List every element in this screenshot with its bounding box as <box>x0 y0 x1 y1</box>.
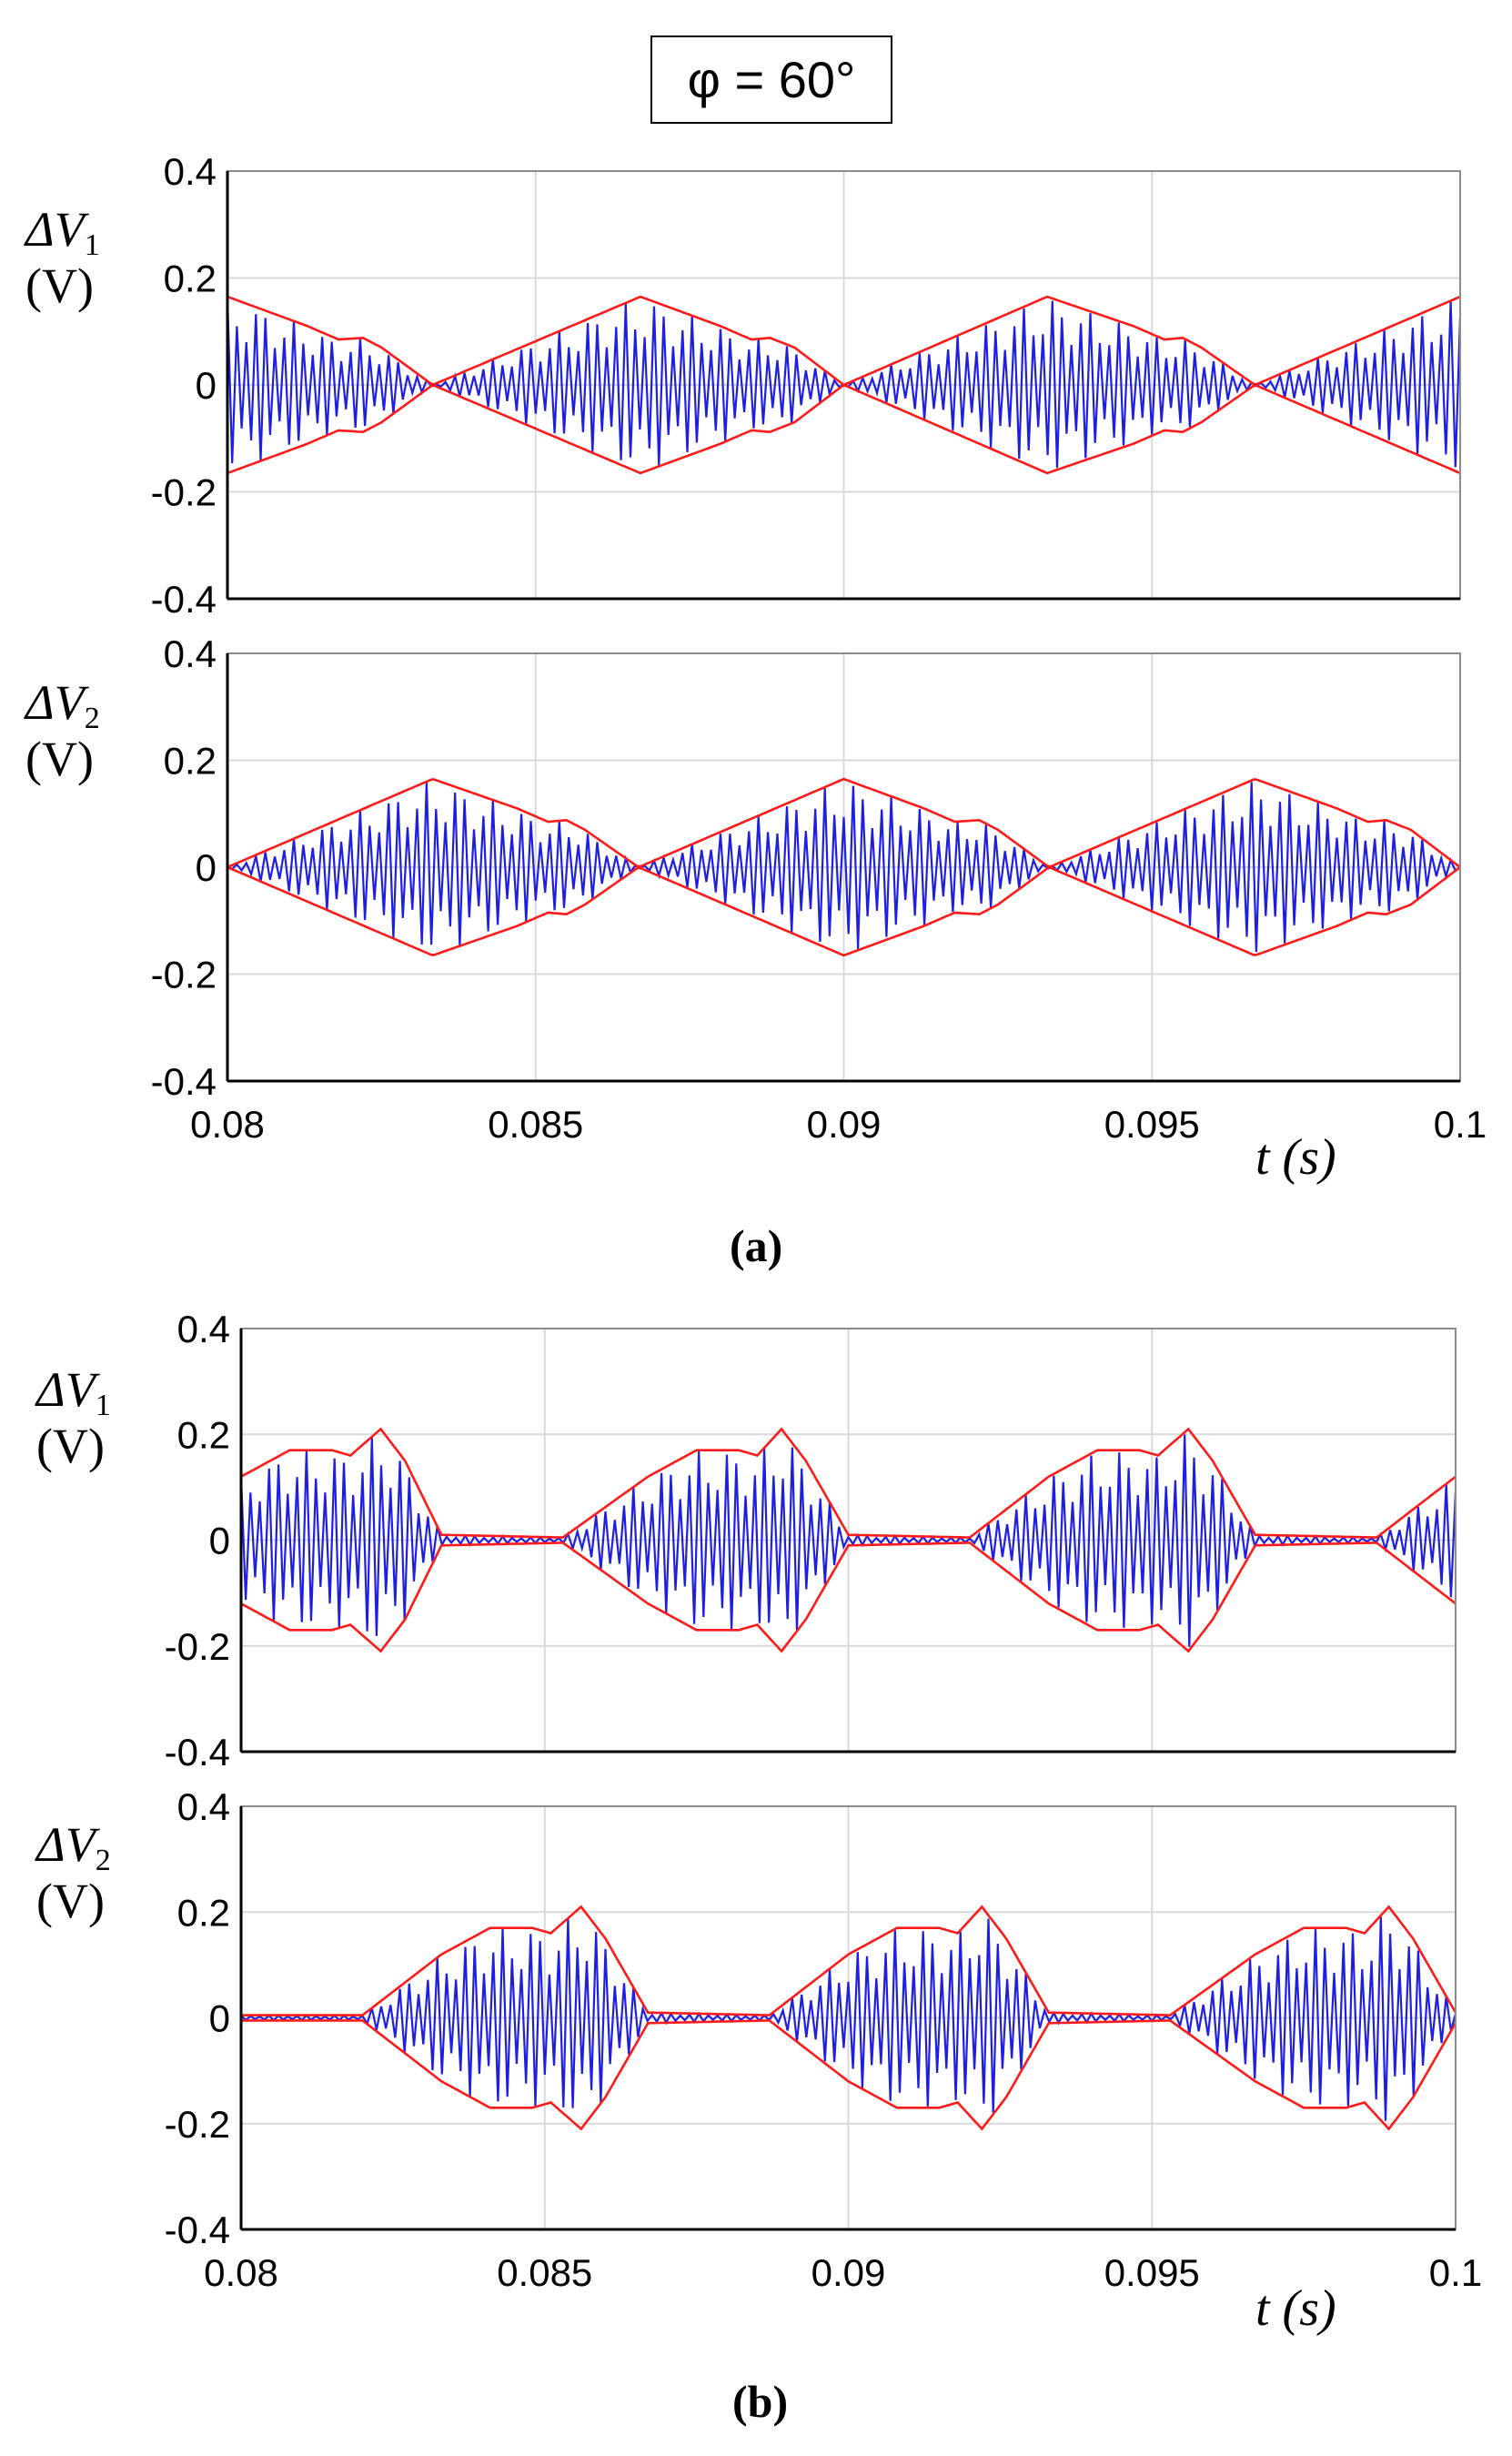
caption-b: (b) <box>732 2375 788 2428</box>
ylabel-b-top-symbol: ΔV <box>36 1362 96 1417</box>
xtick-label-1-4: 0.1 <box>1434 1103 1487 1146</box>
ytick-label-0-2: 0 <box>196 364 217 407</box>
ylabel-a-top-sub: 1 <box>84 228 100 262</box>
envelope-lower-3 <box>241 2019 1457 2131</box>
time-axis-label-a-text: t (s) <box>1255 1129 1336 1186</box>
ylabel-a-bottom-symbol: ΔV <box>25 675 85 730</box>
ytick-label-3-2: 0 <box>209 1997 230 2040</box>
xtick-label-1-0: 0.08 <box>190 1103 265 1146</box>
ytick-label-1-1: 0.2 <box>164 740 217 783</box>
ylabel-a-bottom: ΔV2 (V) <box>25 678 100 783</box>
envelope-upper-1 <box>227 777 1461 869</box>
ytick-label-1-3: -0.2 <box>151 954 217 996</box>
ylabel-b-top-unit: (V) <box>36 1419 105 1473</box>
ylabel-a-bottom-sub: 2 <box>84 702 100 735</box>
ytick-label-2-0: 0.4 <box>177 1308 230 1350</box>
ytick-label-0-3: -0.2 <box>151 471 217 514</box>
signal-line-2 <box>239 1434 1457 1647</box>
xtick-label-3-1: 0.085 <box>497 2251 592 2294</box>
ytick-label-3-0: 0.4 <box>177 1785 230 1828</box>
ytick-label-0-4: -0.4 <box>151 578 217 621</box>
caption-a: (a) <box>730 1219 782 1272</box>
ylabel-a-bottom-unit: (V) <box>25 732 94 786</box>
ytick-label-1-2: 0 <box>196 846 217 889</box>
envelope-lower-2 <box>240 1541 1457 1653</box>
ylabel-a-top: ΔV1 (V) <box>25 205 100 310</box>
ytick-label-0-0: 0.4 <box>164 150 217 193</box>
xtick-label-3-4: 0.1 <box>1429 2251 1482 2294</box>
time-axis-label-b: t (s) <box>1255 2279 1336 2338</box>
ytick-label-3-4: -0.4 <box>165 2208 230 2251</box>
time-axis-label-a: t (s) <box>1255 1128 1336 1187</box>
ytick-label-1-4: -0.4 <box>151 1060 217 1103</box>
ytick-label-2-2: 0 <box>209 1520 230 1562</box>
ytick-label-2-1: 0.2 <box>177 1413 230 1456</box>
ytick-label-2-3: -0.2 <box>165 1625 230 1668</box>
ylabel-a-top-unit: (V) <box>25 258 94 313</box>
signal-line-1 <box>227 782 1461 953</box>
caption-b-text: (b) <box>732 2376 789 2427</box>
xtick-label-3-3: 0.095 <box>1104 2251 1200 2294</box>
caption-a-text: (a) <box>730 1220 783 1271</box>
ylabel-b-bottom-unit: (V) <box>36 1874 105 1928</box>
xtick-label-3-0: 0.08 <box>204 2251 278 2294</box>
xtick-label-1-2: 0.09 <box>807 1103 882 1146</box>
ylabel-b-bottom-symbol: ΔV <box>36 1817 96 1872</box>
ytick-label-2-4: -0.4 <box>165 1731 230 1774</box>
phase-angle-label: φ = 60° <box>650 35 892 124</box>
ytick-label-3-1: 0.2 <box>177 1891 230 1934</box>
time-axis-label-b-text: t (s) <box>1255 2280 1336 2337</box>
ylabel-b-top: ΔV1 (V) <box>36 1365 111 1471</box>
ytick-label-1-0: 0.4 <box>164 632 217 675</box>
ylabel-b-top-sub: 1 <box>95 1389 111 1422</box>
envelope-lower-0 <box>227 383 1461 475</box>
signal-line-3 <box>240 1916 1457 2121</box>
ytick-label-3-3: -0.2 <box>165 2103 230 2146</box>
ylabel-b-bottom: ΔV2 (V) <box>36 1820 111 1925</box>
envelope-lower-1 <box>227 865 1461 957</box>
ylabel-b-bottom-sub: 2 <box>95 1844 111 1877</box>
xtick-label-3-2: 0.09 <box>811 2251 886 2294</box>
xtick-label-1-1: 0.085 <box>488 1103 583 1146</box>
envelope-upper-2 <box>240 1427 1457 1539</box>
envelope-upper-3 <box>241 1905 1457 2016</box>
ytick-label-0-1: 0.2 <box>164 258 217 300</box>
ylabel-a-top-symbol: ΔV <box>25 202 85 257</box>
xtick-label-1-3: 0.095 <box>1104 1103 1200 1146</box>
